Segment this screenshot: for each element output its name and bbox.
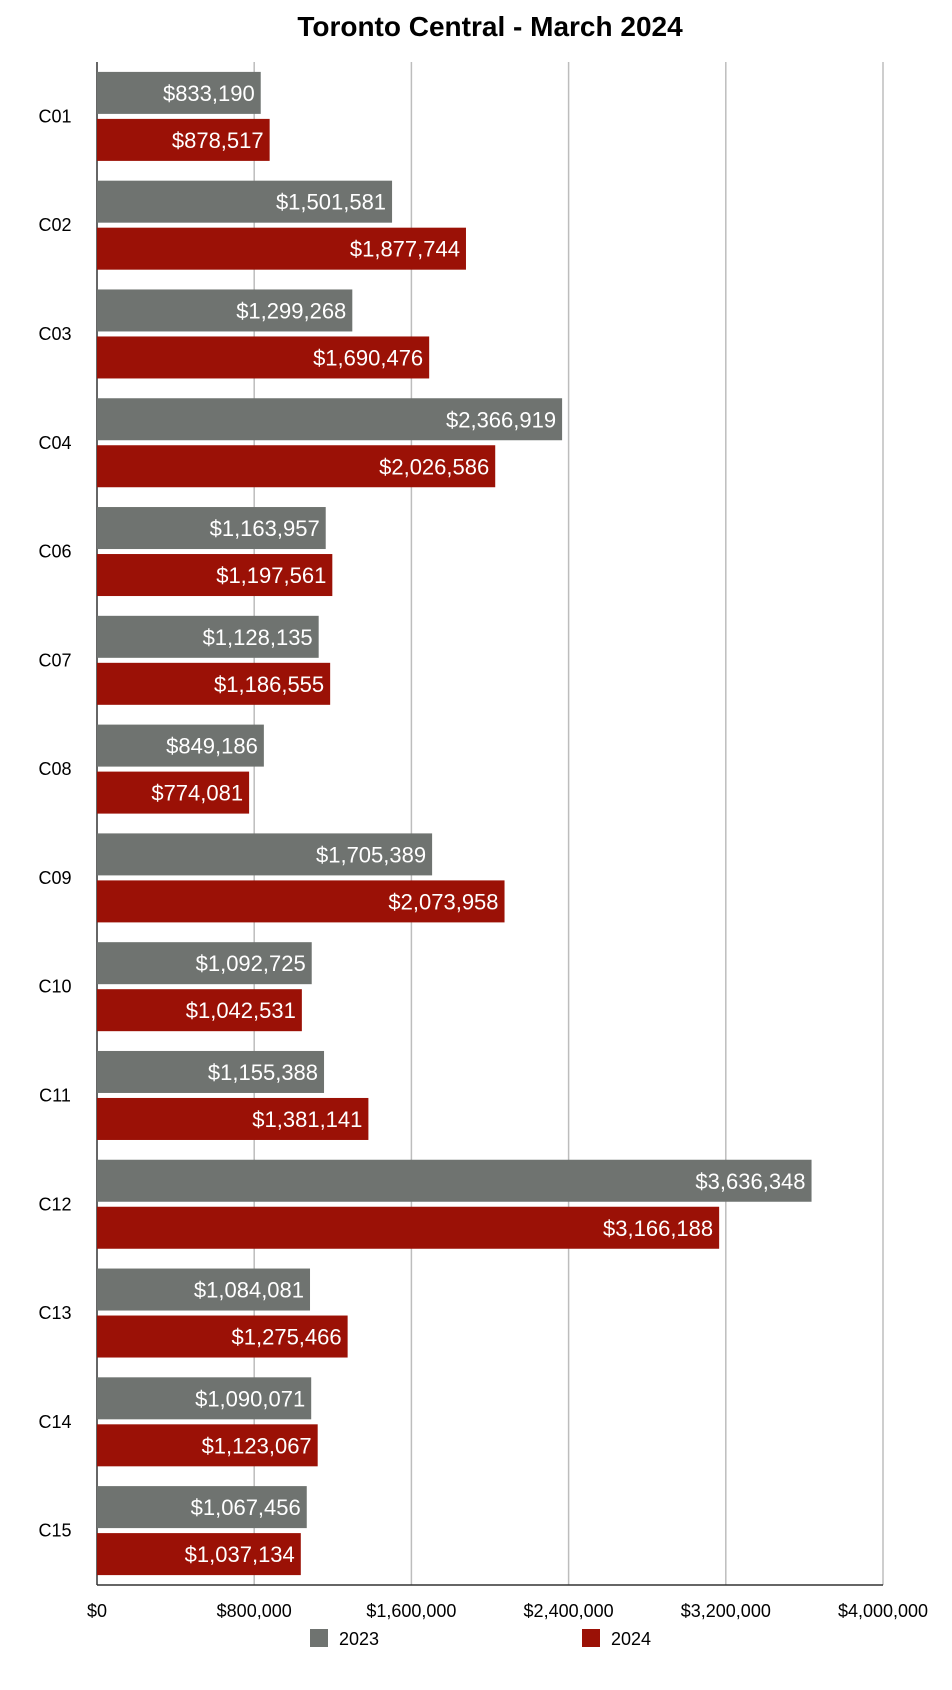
x-tick-label: $2,400,000: [524, 1601, 614, 1621]
bar-2023: [97, 1050, 325, 1093]
bar-value-label: $878,517: [172, 128, 264, 153]
category-label: C11: [39, 1085, 71, 1105]
bar-value-label: $1,501,581: [276, 190, 386, 215]
bar-value-label: $1,090,071: [195, 1386, 305, 1411]
x-tick-label: $0: [87, 1601, 107, 1621]
legend-swatch: [310, 1629, 328, 1647]
bar-value-label: $1,163,957: [210, 516, 320, 541]
bar-value-label: $833,190: [163, 81, 255, 106]
bar-2023: [97, 942, 312, 985]
bar-2024: [97, 227, 466, 270]
bar-2023: [97, 833, 433, 876]
bar-value-label: $1,037,134: [185, 1542, 295, 1567]
bar-value-label: $2,073,958: [388, 889, 498, 914]
bar-2024: [97, 1533, 301, 1576]
category-label: C12: [38, 1194, 71, 1214]
category-label: C09: [38, 868, 71, 888]
bar-2023: [97, 615, 319, 658]
bar-value-label: $1,705,389: [316, 842, 426, 867]
bar-2023: [97, 180, 393, 223]
bar-2024: [97, 554, 333, 597]
x-tick-label: $3,200,000: [681, 1601, 771, 1621]
bar-value-label: $1,155,388: [208, 1060, 318, 1085]
bar-value-label: $1,042,531: [186, 998, 296, 1023]
bar-2023: [97, 507, 326, 550]
category-label: C08: [38, 759, 71, 779]
bar-value-label: $1,123,067: [202, 1433, 312, 1458]
legend-label: 2024: [611, 1629, 651, 1649]
bar-2023: [97, 71, 261, 114]
bar-value-label: $1,381,141: [252, 1107, 362, 1132]
bar-value-label: $3,166,188: [603, 1216, 713, 1241]
bar-2023: [97, 1268, 311, 1311]
bar-value-label: $1,197,561: [216, 563, 326, 588]
category-label: C03: [38, 324, 71, 344]
bar-2024: [97, 771, 250, 814]
bar-value-label: $1,084,081: [194, 1278, 304, 1303]
bar-value-label: $1,877,744: [350, 237, 460, 262]
bar-2023: [97, 398, 563, 441]
bar-value-label: $2,026,586: [379, 454, 489, 479]
bar-value-label: $1,275,466: [232, 1325, 342, 1350]
bar-2024: [97, 1206, 720, 1249]
bar-2024: [97, 118, 270, 161]
category-label: C14: [38, 1412, 71, 1432]
bar-2024: [97, 880, 505, 923]
legend-swatch: [582, 1629, 600, 1647]
bar-value-label: $1,067,456: [191, 1495, 301, 1520]
x-tick-label: $4,000,000: [838, 1601, 928, 1621]
bar-2024: [97, 1424, 318, 1467]
bar-2024: [97, 445, 496, 488]
bar-value-label: $774,081: [151, 781, 243, 806]
bar-2024: [97, 662, 331, 705]
bar-2024: [97, 1315, 348, 1358]
bar-value-label: $1,092,725: [196, 951, 306, 976]
category-label: C02: [38, 215, 71, 235]
bar-value-label: $1,299,268: [236, 298, 346, 323]
bar-value-label: $1,128,135: [203, 625, 313, 650]
bar-2023: [97, 289, 353, 332]
bar-value-label: $3,636,348: [695, 1169, 805, 1194]
bar-value-label: $1,186,555: [214, 672, 324, 697]
chart-title: Toronto Central - March 2024: [297, 11, 683, 42]
x-tick-label: $800,000: [217, 1601, 292, 1621]
bar-2024: [97, 989, 302, 1032]
bar-2023: [97, 724, 264, 767]
bar-2023: [97, 1377, 312, 1420]
bars: [97, 71, 812, 1576]
category-label: C15: [38, 1521, 71, 1541]
legend-label: 2023: [339, 1629, 379, 1649]
bar-2024: [97, 1097, 369, 1140]
category-label: C01: [38, 106, 71, 126]
category-label: C10: [38, 977, 71, 997]
bar-value-label: $849,186: [166, 734, 258, 759]
bar-2023: [97, 1486, 307, 1529]
labels: $0 $800,000 $1,600,000 $2,400,000 $3,200,000…: [38, 81, 928, 1621]
x-tick-label: $1,600,000: [366, 1601, 456, 1621]
category-label: C13: [38, 1303, 71, 1323]
category-label: C06: [38, 542, 71, 562]
category-label: C07: [38, 650, 71, 670]
category-label: C04: [38, 433, 71, 453]
bar-2024: [97, 336, 430, 379]
legend: 2023 2024: [310, 1629, 651, 1649]
bar-value-label: $1,690,476: [313, 345, 423, 370]
bar-2023: [97, 1159, 812, 1202]
bar-value-label: $2,366,919: [446, 407, 556, 432]
